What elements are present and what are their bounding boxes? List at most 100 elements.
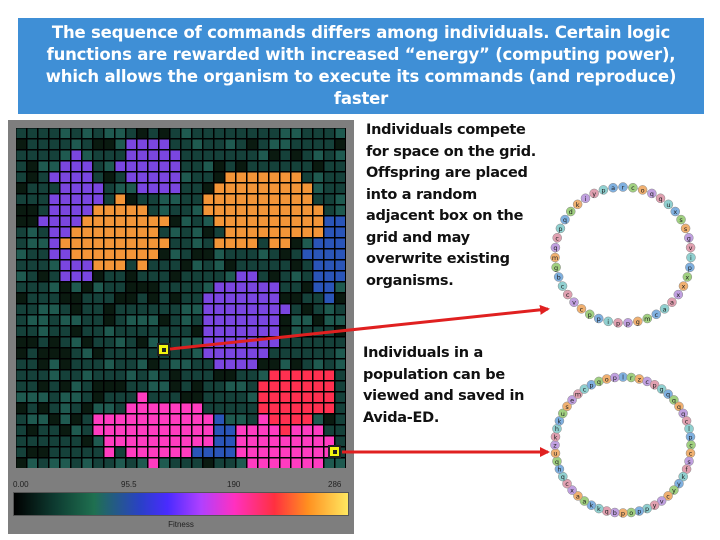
grid-cell[interactable] (49, 205, 60, 216)
grid-cell[interactable] (159, 337, 170, 348)
grid-cell[interactable] (27, 249, 38, 260)
grid-cell[interactable] (313, 172, 324, 183)
grid-cell[interactable] (225, 348, 236, 359)
grid-cell[interactable] (170, 359, 181, 370)
grid-cell[interactable] (82, 436, 93, 447)
grid-cell[interactable] (203, 315, 214, 326)
grid-cell[interactable] (82, 128, 93, 139)
grid-cell[interactable] (258, 238, 269, 249)
grid-cell[interactable] (269, 326, 280, 337)
grid-cell[interactable] (192, 381, 203, 392)
grid-cell[interactable] (181, 128, 192, 139)
grid-cell[interactable] (313, 359, 324, 370)
grid-cell[interactable] (324, 128, 335, 139)
grid-cell[interactable] (115, 447, 126, 458)
grid-cell[interactable] (104, 183, 115, 194)
grid-cell[interactable] (115, 370, 126, 381)
grid-cell[interactable] (71, 249, 82, 260)
grid-cell[interactable] (148, 392, 159, 403)
grid-cell[interactable] (60, 282, 71, 293)
grid-cell[interactable] (60, 436, 71, 447)
grid-cell[interactable] (324, 161, 335, 172)
grid-cell[interactable] (104, 359, 115, 370)
grid-cell[interactable] (60, 381, 71, 392)
grid-cell[interactable] (181, 403, 192, 414)
grid-cell[interactable] (236, 150, 247, 161)
grid-cell[interactable] (82, 304, 93, 315)
grid-cell[interactable] (16, 205, 27, 216)
grid-cell[interactable] (104, 304, 115, 315)
grid-cell[interactable] (159, 271, 170, 282)
grid-cell[interactable] (280, 216, 291, 227)
grid-cell[interactable] (236, 348, 247, 359)
grid-cell[interactable] (181, 282, 192, 293)
grid-cell[interactable] (335, 227, 346, 238)
grid-cell[interactable] (236, 216, 247, 227)
grid-cell[interactable] (192, 205, 203, 216)
grid-cell[interactable] (280, 304, 291, 315)
grid-cell[interactable] (126, 425, 137, 436)
grid-cell[interactable] (302, 304, 313, 315)
grid-cell[interactable] (137, 139, 148, 150)
grid-cell[interactable] (170, 370, 181, 381)
grid-cell[interactable] (324, 414, 335, 425)
grid-cell[interactable] (170, 337, 181, 348)
grid-cell[interactable] (71, 161, 82, 172)
grid-cell[interactable] (335, 128, 346, 139)
grid-cell[interactable] (280, 359, 291, 370)
grid-cell[interactable] (137, 392, 148, 403)
grid-cell[interactable] (258, 304, 269, 315)
grid-cell[interactable] (291, 447, 302, 458)
grid-cell[interactable] (192, 304, 203, 315)
grid-cell[interactable] (159, 403, 170, 414)
grid-cell[interactable] (291, 150, 302, 161)
grid-cell[interactable] (104, 348, 115, 359)
grid-cell[interactable] (214, 304, 225, 315)
grid-cell[interactable] (159, 227, 170, 238)
grid-cell[interactable] (93, 436, 104, 447)
grid-cell[interactable] (280, 128, 291, 139)
grid-cell[interactable] (93, 227, 104, 238)
grid-cell[interactable] (126, 194, 137, 205)
grid-cell[interactable] (203, 161, 214, 172)
grid-cell[interactable] (71, 326, 82, 337)
grid-cell[interactable] (247, 238, 258, 249)
grid-cell[interactable] (148, 359, 159, 370)
grid-cell[interactable] (82, 403, 93, 414)
grid-cell[interactable] (82, 458, 93, 469)
grid-cell[interactable] (71, 271, 82, 282)
grid-cell[interactable] (225, 293, 236, 304)
grid-cell[interactable] (203, 447, 214, 458)
grid-cell[interactable] (225, 414, 236, 425)
grid-cell[interactable] (115, 139, 126, 150)
grid-cell[interactable] (126, 150, 137, 161)
grid-cell[interactable] (324, 425, 335, 436)
grid-cell[interactable] (126, 216, 137, 227)
grid-cell[interactable] (192, 359, 203, 370)
grid-cell[interactable] (38, 227, 49, 238)
grid-cell[interactable] (93, 315, 104, 326)
grid-cell[interactable] (82, 447, 93, 458)
grid-cell[interactable] (225, 282, 236, 293)
grid-cell[interactable] (49, 337, 60, 348)
grid-cell[interactable] (258, 260, 269, 271)
grid-cell[interactable] (126, 447, 137, 458)
grid-cell[interactable] (225, 392, 236, 403)
grid-cell[interactable] (49, 392, 60, 403)
grid-cell[interactable] (214, 227, 225, 238)
grid-cell[interactable] (280, 381, 291, 392)
grid-cell[interactable] (203, 458, 214, 469)
grid-cell[interactable] (104, 403, 115, 414)
grid-cell[interactable] (38, 315, 49, 326)
grid-cell[interactable] (115, 128, 126, 139)
grid-cell[interactable] (291, 436, 302, 447)
genome-ring-1[interactable]: r c o qquxssgvipxxxaacmgppippcvccbgmqcpqdki… (538, 170, 708, 340)
grid-cell[interactable] (192, 436, 203, 447)
grid-cell[interactable] (214, 183, 225, 194)
grid-cell[interactable] (126, 315, 137, 326)
grid-cell[interactable] (82, 293, 93, 304)
grid-cell[interactable] (159, 447, 170, 458)
grid-cell[interactable] (291, 282, 302, 293)
grid-cell[interactable] (247, 216, 258, 227)
grid-cell[interactable] (258, 205, 269, 216)
